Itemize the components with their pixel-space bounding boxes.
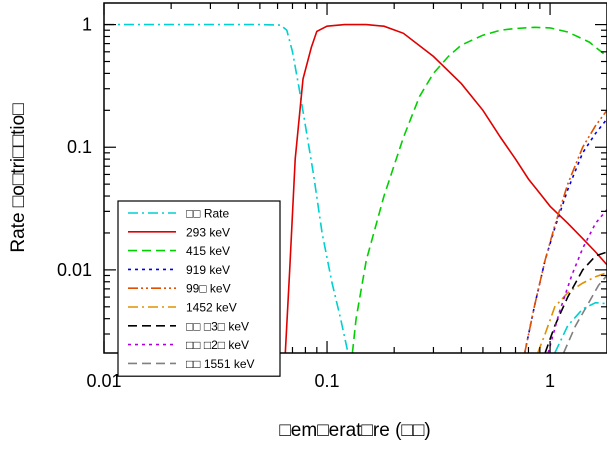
- x-axis-label: □em□erat□re (□□): [279, 420, 430, 441]
- legend-label-2: 415 keV: [186, 244, 230, 258]
- series-line-5: [536, 271, 607, 353]
- series-line-0: [104, 23, 349, 353]
- series-line-3: [523, 118, 607, 353]
- legend-label-3: 919 keV: [186, 263, 230, 277]
- series-line-9: [554, 301, 607, 353]
- y-axis-label: Rate □o□tri□□tio□: [8, 103, 29, 253]
- tick-layer: 0.01 0.1 1 1 0.1 0.01: [57, 3, 607, 391]
- legend-label-8: □□ 1551 keV: [186, 357, 255, 371]
- series-line-8: [562, 274, 607, 353]
- series-layer: [104, 23, 607, 353]
- legend-label-5: 1452 keV: [186, 301, 237, 315]
- y-tick-label: 0.01: [57, 260, 92, 280]
- y-tick-label: 0.1: [67, 137, 92, 157]
- series-line-1: [284, 23, 607, 353]
- x-tick-label: 0.1: [315, 371, 340, 391]
- legend-label-0: □□ Rate: [186, 207, 230, 221]
- series-line-4: [523, 109, 607, 353]
- legend-label-4: 99□ keV: [186, 282, 231, 296]
- series-line-7: [547, 209, 607, 353]
- series-line-6: [544, 251, 607, 353]
- plot-frame: [103, 2, 607, 354]
- x-tick-label: 1: [545, 371, 555, 391]
- series-line-2: [351, 26, 607, 353]
- x-tick-label: 0.01: [86, 371, 121, 391]
- legend-label-7: □□ □2□ keV: [186, 338, 249, 352]
- legend: □□ Rate 293 keV 415 keV 919 keV 99□ keV 1452 …: [117, 200, 281, 377]
- y-tick-label: 1: [82, 15, 92, 35]
- legend-label-1: 293 keV: [186, 225, 230, 239]
- legend-label-6: □□ □3□ keV: [186, 319, 249, 333]
- legend-box: [117, 200, 281, 377]
